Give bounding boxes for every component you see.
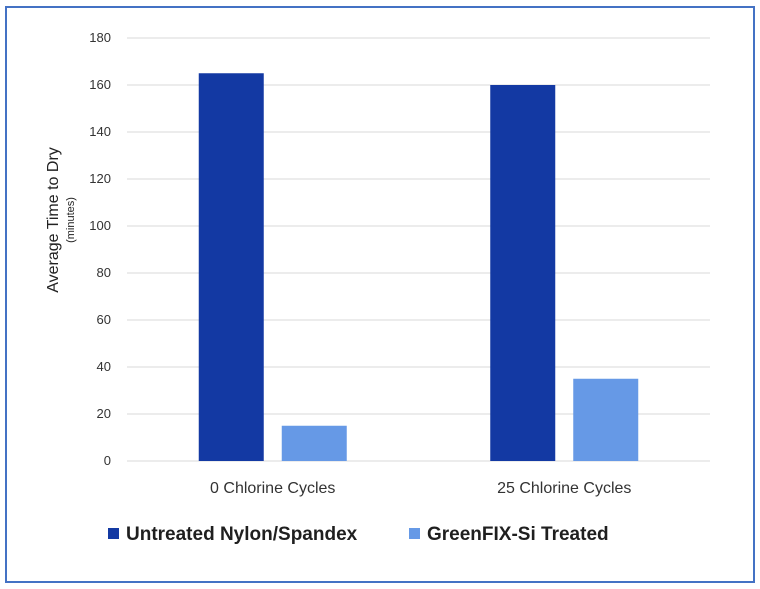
y-axis-unit-label: (minutes): [65, 197, 77, 243]
bar-1-1: [198, 73, 264, 461]
y-tick-label: 180: [89, 30, 111, 45]
bar-1-2: [490, 85, 556, 461]
x-category-label: 0 Chlorine Cycles: [210, 480, 335, 497]
chart-frame: [5, 6, 755, 583]
legend-swatch: [409, 528, 420, 539]
y-axis-ticks: 0 20 40 60 80 100 120 140 160 180: [89, 30, 111, 468]
legend: Untreated Nylon/Spandex GreenFIX-Si Treat…: [108, 524, 609, 545]
y-axis-title: Average Time to Dry (minutes): [45, 147, 77, 293]
legend-swatch: [108, 528, 119, 539]
legend-label: Untreated Nylon/Spandex: [126, 524, 358, 545]
y-tick-label: 60: [97, 312, 111, 327]
bars: [198, 73, 639, 461]
y-tick-label: 160: [89, 77, 111, 92]
y-tick-label: 20: [97, 406, 111, 421]
y-axis-label: Average Time to Dry: [45, 147, 62, 293]
y-tick-label: 0: [104, 453, 111, 468]
y-tick-label: 80: [97, 265, 111, 280]
bar-2-2: [573, 378, 639, 461]
y-tick-label: 40: [97, 359, 111, 374]
bar-2-1: [281, 425, 347, 461]
x-category-label: 25 Chlorine Cycles: [497, 480, 631, 497]
x-axis-categories: 0 Chlorine Cycles 25 Chlorine Cycles: [210, 480, 631, 497]
legend-label: GreenFIX-Si Treated: [427, 524, 609, 545]
y-tick-label: 140: [89, 124, 111, 139]
y-tick-label: 120: [89, 171, 111, 186]
y-tick-label: 100: [89, 218, 111, 233]
